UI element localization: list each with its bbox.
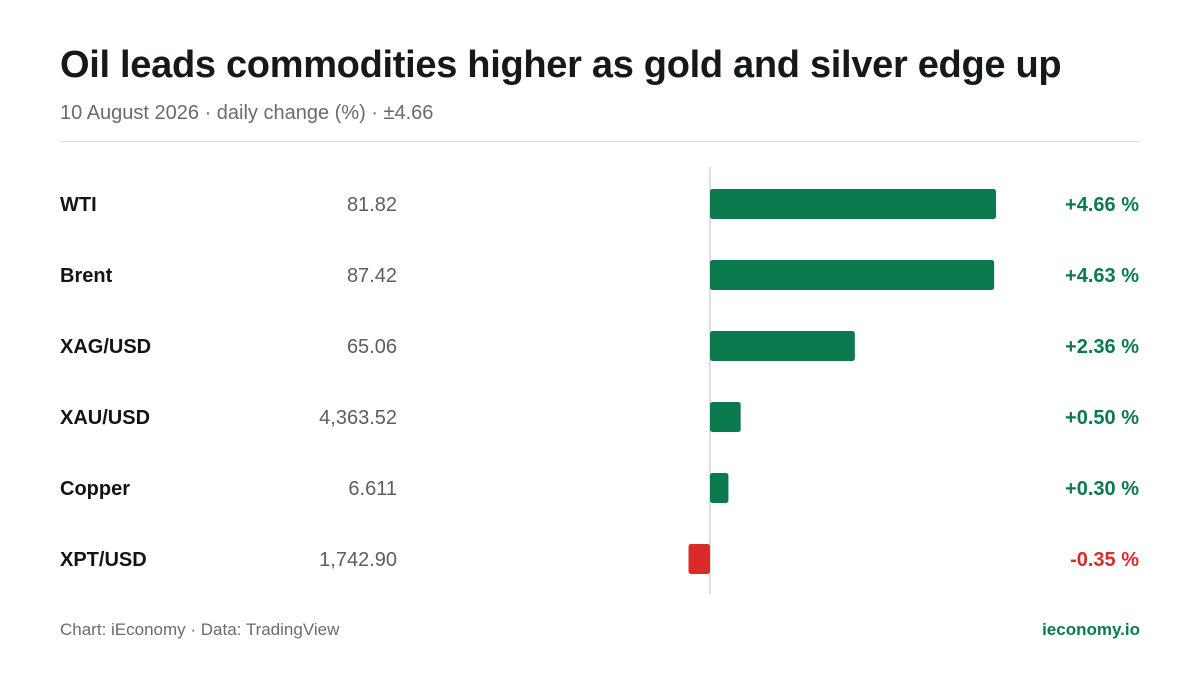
bar-copper — [710, 473, 729, 503]
change-label: +4.66 % — [1065, 194, 1139, 216]
price-label: 1,742.90 — [319, 549, 397, 571]
price-label: 81.82 — [347, 194, 397, 216]
category-label: Copper — [60, 478, 130, 500]
price-label: 65.06 — [347, 336, 397, 358]
category-label: Brent — [60, 265, 113, 287]
price-label: 4,363.52 — [319, 407, 397, 429]
bar-brent — [710, 260, 995, 290]
bar-wti — [710, 189, 996, 219]
change-label: +0.30 % — [1065, 478, 1139, 500]
bar-xag-usd — [710, 331, 855, 361]
header-divider — [60, 141, 1140, 142]
category-label: XPT/USD — [60, 549, 147, 571]
category-label: XAG/USD — [60, 336, 151, 358]
chart-title: Oil leads commodities higher as gold and… — [60, 44, 1062, 86]
source-credit: Chart: iEconomy · Data: TradingView — [60, 620, 340, 639]
price-label: 6.611 — [348, 478, 397, 500]
brand-link[interactable]: ieconomy.io — [1042, 620, 1140, 639]
price-label: 87.42 — [347, 265, 397, 287]
change-label: +4.63 % — [1065, 265, 1139, 287]
chart-subtitle: 10 August 2026 · daily change (%) · ±4.6… — [60, 102, 434, 124]
bar-xpt-usd — [688, 544, 710, 574]
bar-xau-usd — [710, 402, 741, 432]
change-label: +2.36 % — [1065, 336, 1139, 358]
category-label: XAU/USD — [60, 407, 150, 429]
change-label: +0.50 % — [1065, 407, 1139, 429]
change-label: -0.35 % — [1070, 549, 1139, 571]
category-label: WTI — [60, 194, 97, 216]
